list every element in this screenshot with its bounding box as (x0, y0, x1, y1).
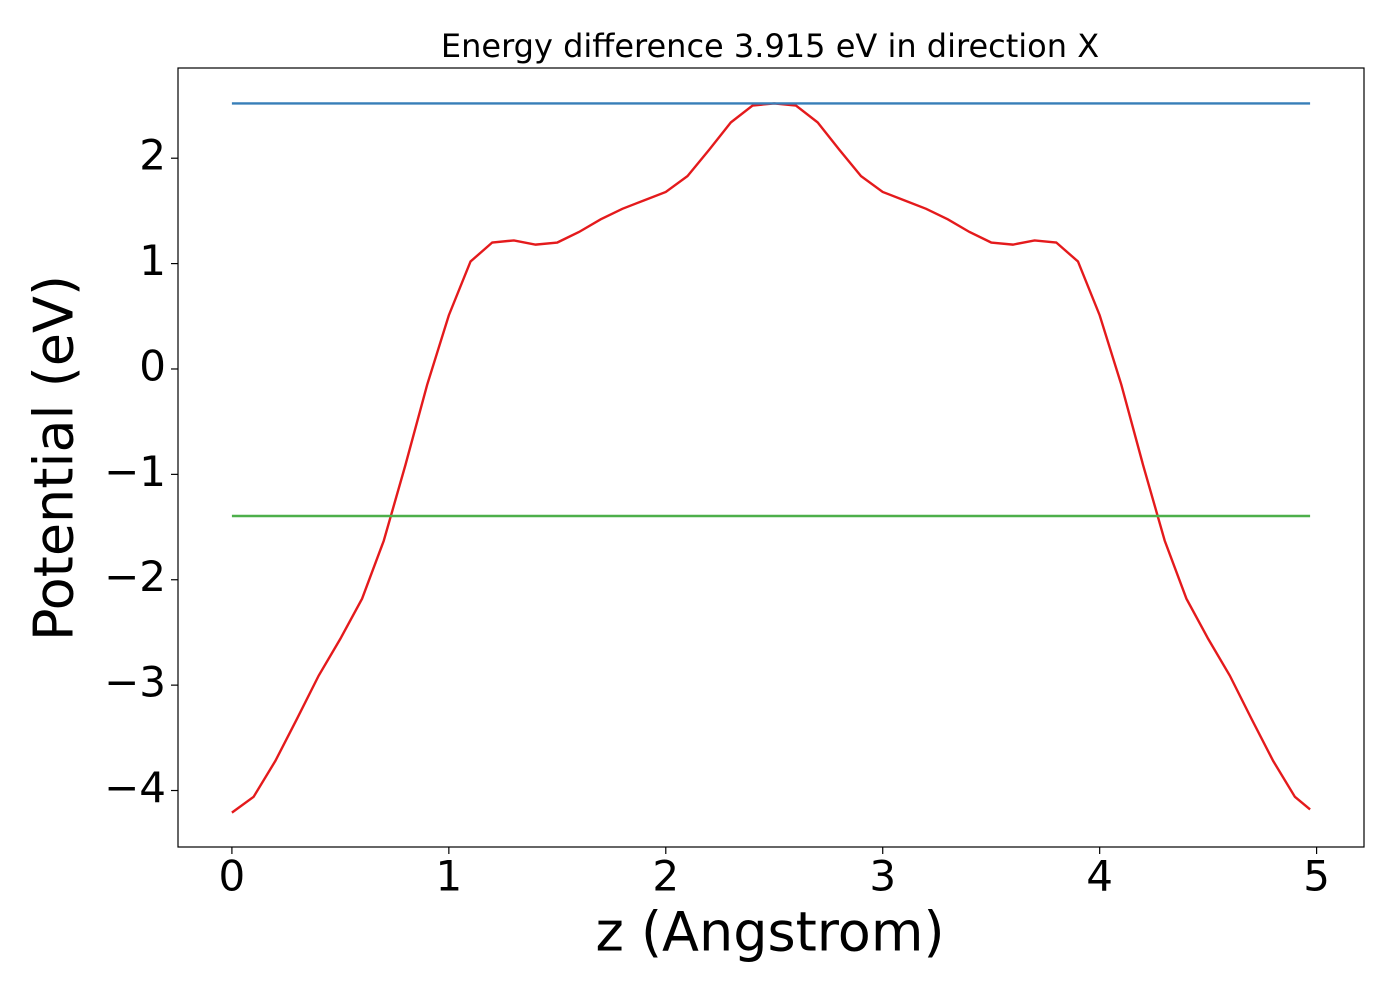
x-tick-label: 4 (1086, 852, 1113, 901)
x-axis-label: z (Angstrom) (595, 901, 944, 964)
x-tick-label: 3 (869, 852, 896, 901)
chart-title: Energy difference 3.915 eV in direction … (441, 27, 1099, 65)
x-tick-label: 2 (652, 852, 679, 901)
y-tick-label: 0 (139, 341, 166, 390)
y-tick-label: −3 (104, 658, 166, 707)
x-tick-label: 0 (219, 852, 246, 901)
plot-frame (177, 67, 1365, 848)
y-tick-label: 1 (139, 236, 166, 285)
x-tick-label: 1 (435, 852, 462, 901)
x-tick-label: 5 (1303, 852, 1330, 901)
y-tick-label: −1 (104, 447, 166, 496)
y-axis-label: Potential (eV) (23, 275, 86, 641)
y-tick-label: 2 (139, 131, 166, 180)
y-tick-label: −4 (104, 763, 166, 812)
y-tick-label: −2 (104, 552, 166, 601)
data-line (231, 102, 1311, 814)
